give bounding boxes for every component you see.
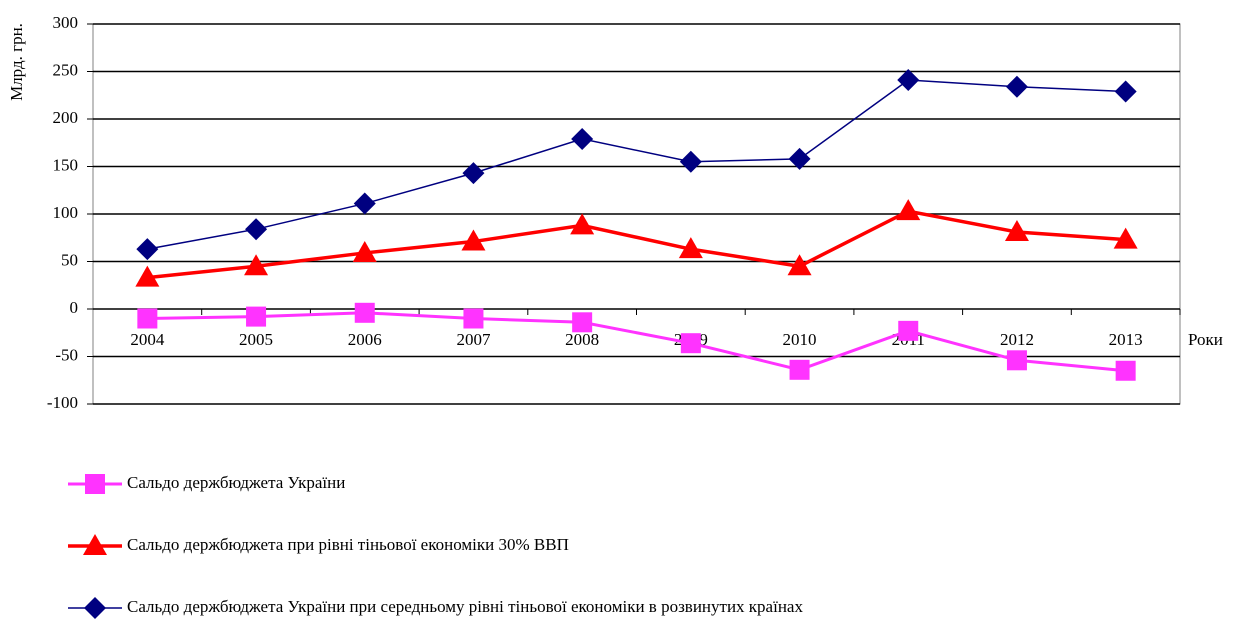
legend-marker xyxy=(83,534,107,555)
data-point xyxy=(678,237,703,259)
data-point xyxy=(679,150,702,173)
x-tick-label: 2008 xyxy=(565,330,599,349)
data-point xyxy=(1115,360,1136,381)
x-axis-title: Роки xyxy=(1188,330,1223,349)
y-tick-label: -100 xyxy=(47,393,78,412)
x-tick-label: 2012 xyxy=(1000,330,1034,349)
y-axis-title: Млрд. грн. xyxy=(7,23,26,101)
series-line xyxy=(147,311,1126,373)
data-point xyxy=(1114,80,1137,103)
data-point xyxy=(1113,227,1138,249)
x-tick-label: 2005 xyxy=(239,330,273,349)
data-point xyxy=(789,359,810,380)
data-point xyxy=(137,308,158,329)
y-tick-label: 150 xyxy=(53,155,79,174)
data-point xyxy=(897,69,920,92)
legend-label: Сальдо держбюджета України xyxy=(127,473,345,492)
data-point xyxy=(135,265,160,287)
y-tick-label: 300 xyxy=(53,13,79,32)
data-point xyxy=(898,320,919,341)
x-tick-label: 2004 xyxy=(130,330,165,349)
data-point xyxy=(896,199,921,221)
data-point xyxy=(136,238,159,261)
data-point xyxy=(1006,350,1027,371)
data-point xyxy=(352,240,377,262)
data-point xyxy=(572,312,593,333)
data-point xyxy=(1005,75,1028,98)
data-point xyxy=(1004,220,1029,242)
series-line xyxy=(147,79,1126,250)
legend-marker xyxy=(85,474,105,494)
data-point xyxy=(461,229,486,251)
data-point xyxy=(245,218,268,241)
data-point xyxy=(244,254,269,276)
y-tick-label: 100 xyxy=(53,203,79,222)
y-tick-label: -50 xyxy=(55,345,78,364)
data-point xyxy=(680,333,701,354)
y-tick-label: 200 xyxy=(53,108,79,127)
data-point xyxy=(462,162,485,185)
data-point xyxy=(354,302,375,323)
x-tick-label: 2013 xyxy=(1109,330,1143,349)
data-point xyxy=(787,254,812,276)
legend-label: Сальдо держбюджета України при середньом… xyxy=(127,597,803,616)
legend-marker xyxy=(84,597,106,619)
y-tick-label: 50 xyxy=(61,250,78,269)
data-point xyxy=(788,147,811,170)
data-point xyxy=(570,213,595,235)
y-tick-label: 250 xyxy=(53,60,79,79)
legend-label: Сальдо держбюджета при рівні тіньової ек… xyxy=(127,535,569,554)
series-line xyxy=(147,209,1126,280)
data-point xyxy=(353,192,376,215)
data-point xyxy=(246,306,267,327)
x-tick-label: 2010 xyxy=(783,330,817,349)
x-tick-label: 2006 xyxy=(348,330,382,349)
y-tick-label: 0 xyxy=(70,298,79,317)
data-point xyxy=(463,308,484,329)
x-tick-label: 2007 xyxy=(456,330,491,349)
data-point xyxy=(571,127,594,150)
